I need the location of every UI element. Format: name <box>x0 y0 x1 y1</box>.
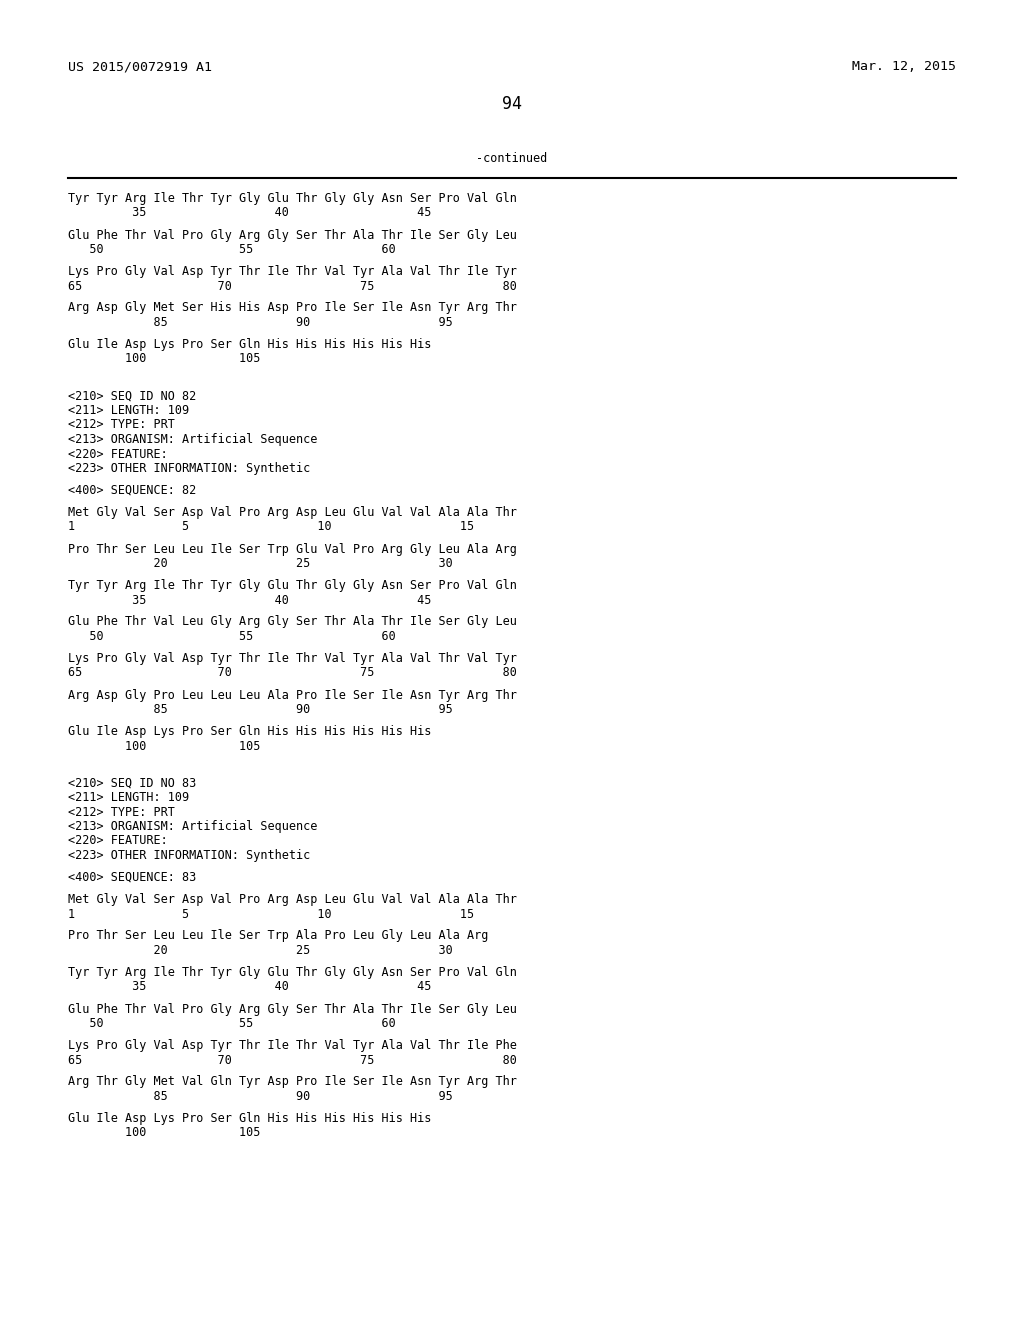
Text: <220> FEATURE:: <220> FEATURE: <box>68 447 168 461</box>
Text: 65                   70                  75                  80: 65 70 75 80 <box>68 280 517 293</box>
Text: Tyr Tyr Arg Ile Thr Tyr Gly Glu Thr Gly Gly Asn Ser Pro Val Gln: Tyr Tyr Arg Ile Thr Tyr Gly Glu Thr Gly … <box>68 966 517 979</box>
Text: Arg Asp Gly Met Ser His His Asp Pro Ile Ser Ile Asn Tyr Arg Thr: Arg Asp Gly Met Ser His His Asp Pro Ile … <box>68 301 517 314</box>
Text: <223> OTHER INFORMATION: Synthetic: <223> OTHER INFORMATION: Synthetic <box>68 462 310 475</box>
Text: Glu Ile Asp Lys Pro Ser Gln His His His His His His: Glu Ile Asp Lys Pro Ser Gln His His His … <box>68 725 431 738</box>
Text: <213> ORGANISM: Artificial Sequence: <213> ORGANISM: Artificial Sequence <box>68 433 317 446</box>
Text: 50                   55                  60: 50 55 60 <box>68 1016 395 1030</box>
Text: Lys Pro Gly Val Asp Tyr Thr Ile Thr Val Tyr Ala Val Thr Ile Phe: Lys Pro Gly Val Asp Tyr Thr Ile Thr Val … <box>68 1039 517 1052</box>
Text: Glu Phe Thr Val Pro Gly Arg Gly Ser Thr Ala Thr Ile Ser Gly Leu: Glu Phe Thr Val Pro Gly Arg Gly Ser Thr … <box>68 228 517 242</box>
Text: 20                  25                  30: 20 25 30 <box>68 557 453 570</box>
Text: <213> ORGANISM: Artificial Sequence: <213> ORGANISM: Artificial Sequence <box>68 820 317 833</box>
Text: Lys Pro Gly Val Asp Tyr Thr Ile Thr Val Tyr Ala Val Thr Val Tyr: Lys Pro Gly Val Asp Tyr Thr Ile Thr Val … <box>68 652 517 665</box>
Text: 35                  40                  45: 35 40 45 <box>68 594 431 606</box>
Text: 20                  25                  30: 20 25 30 <box>68 944 453 957</box>
Text: <211> LENGTH: 109: <211> LENGTH: 109 <box>68 404 189 417</box>
Text: 65                   70                  75                  80: 65 70 75 80 <box>68 1053 517 1067</box>
Text: <212> TYPE: PRT: <212> TYPE: PRT <box>68 418 175 432</box>
Text: Glu Phe Thr Val Leu Gly Arg Gly Ser Thr Ala Thr Ile Ser Gly Leu: Glu Phe Thr Val Leu Gly Arg Gly Ser Thr … <box>68 615 517 628</box>
Text: Glu Ile Asp Lys Pro Ser Gln His His His His His His: Glu Ile Asp Lys Pro Ser Gln His His His … <box>68 338 431 351</box>
Text: Arg Thr Gly Met Val Gln Tyr Asp Pro Ile Ser Ile Asn Tyr Arg Thr: Arg Thr Gly Met Val Gln Tyr Asp Pro Ile … <box>68 1076 517 1089</box>
Text: US 2015/0072919 A1: US 2015/0072919 A1 <box>68 59 212 73</box>
Text: 100             105: 100 105 <box>68 739 260 752</box>
Text: 85                  90                  95: 85 90 95 <box>68 1090 453 1104</box>
Text: <210> SEQ ID NO 82: <210> SEQ ID NO 82 <box>68 389 197 403</box>
Text: 50                   55                  60: 50 55 60 <box>68 630 395 643</box>
Text: 1               5                  10                  15: 1 5 10 15 <box>68 908 474 920</box>
Text: 85                  90                  95: 85 90 95 <box>68 315 453 329</box>
Text: Glu Phe Thr Val Pro Gly Arg Gly Ser Thr Ala Thr Ile Ser Gly Leu: Glu Phe Thr Val Pro Gly Arg Gly Ser Thr … <box>68 1002 517 1015</box>
Text: <220> FEATURE:: <220> FEATURE: <box>68 834 168 847</box>
Text: 100             105: 100 105 <box>68 1126 260 1139</box>
Text: <400> SEQUENCE: 83: <400> SEQUENCE: 83 <box>68 871 197 884</box>
Text: Tyr Tyr Arg Ile Thr Tyr Gly Glu Thr Gly Gly Asn Ser Pro Val Gln: Tyr Tyr Arg Ile Thr Tyr Gly Glu Thr Gly … <box>68 579 517 591</box>
Text: Met Gly Val Ser Asp Val Pro Arg Asp Leu Glu Val Val Ala Ala Thr: Met Gly Val Ser Asp Val Pro Arg Asp Leu … <box>68 506 517 519</box>
Text: Pro Thr Ser Leu Leu Ile Ser Trp Ala Pro Leu Gly Leu Ala Arg: Pro Thr Ser Leu Leu Ile Ser Trp Ala Pro … <box>68 929 488 942</box>
Text: 100             105: 100 105 <box>68 352 260 366</box>
Text: <211> LENGTH: 109: <211> LENGTH: 109 <box>68 791 189 804</box>
Text: Lys Pro Gly Val Asp Tyr Thr Ile Thr Val Tyr Ala Val Thr Ile Tyr: Lys Pro Gly Val Asp Tyr Thr Ile Thr Val … <box>68 265 517 279</box>
Text: Arg Asp Gly Pro Leu Leu Leu Ala Pro Ile Ser Ile Asn Tyr Arg Thr: Arg Asp Gly Pro Leu Leu Leu Ala Pro Ile … <box>68 689 517 701</box>
Text: <212> TYPE: PRT: <212> TYPE: PRT <box>68 805 175 818</box>
Text: -continued: -continued <box>476 152 548 165</box>
Text: Glu Ile Asp Lys Pro Ser Gln His His His His His His: Glu Ile Asp Lys Pro Ser Gln His His His … <box>68 1111 431 1125</box>
Text: <210> SEQ ID NO 83: <210> SEQ ID NO 83 <box>68 776 197 789</box>
Text: 85                  90                  95: 85 90 95 <box>68 704 453 715</box>
Text: 65                   70                  75                  80: 65 70 75 80 <box>68 667 517 680</box>
Text: 35                  40                  45: 35 40 45 <box>68 206 431 219</box>
Text: 1               5                  10                  15: 1 5 10 15 <box>68 520 474 533</box>
Text: <400> SEQUENCE: 82: <400> SEQUENCE: 82 <box>68 484 197 498</box>
Text: <223> OTHER INFORMATION: Synthetic: <223> OTHER INFORMATION: Synthetic <box>68 849 310 862</box>
Text: Mar. 12, 2015: Mar. 12, 2015 <box>852 59 956 73</box>
Text: 50                   55                  60: 50 55 60 <box>68 243 395 256</box>
Text: Met Gly Val Ser Asp Val Pro Arg Asp Leu Glu Val Val Ala Ala Thr: Met Gly Val Ser Asp Val Pro Arg Asp Leu … <box>68 894 517 906</box>
Text: Tyr Tyr Arg Ile Thr Tyr Gly Glu Thr Gly Gly Asn Ser Pro Val Gln: Tyr Tyr Arg Ile Thr Tyr Gly Glu Thr Gly … <box>68 191 517 205</box>
Text: 35                  40                  45: 35 40 45 <box>68 981 431 994</box>
Text: Pro Thr Ser Leu Leu Ile Ser Trp Glu Val Pro Arg Gly Leu Ala Arg: Pro Thr Ser Leu Leu Ile Ser Trp Glu Val … <box>68 543 517 556</box>
Text: 94: 94 <box>502 95 522 114</box>
